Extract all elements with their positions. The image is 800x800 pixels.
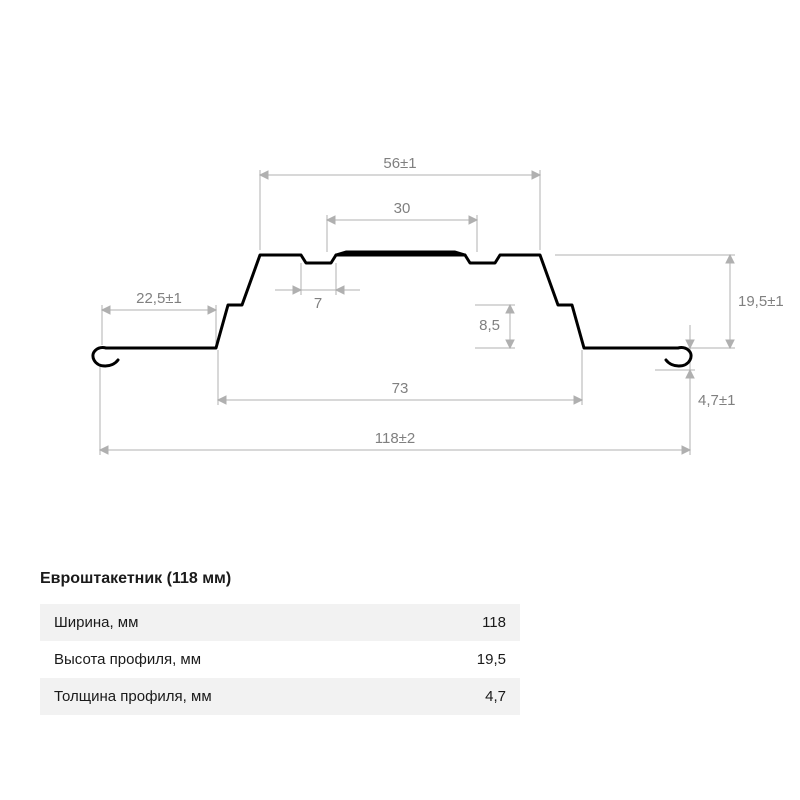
spec-row: Толщина профиля, мм 4,7: [40, 678, 520, 715]
spec-table: Евроштакетник (118 мм) Ширина, мм 118 Вы…: [40, 570, 520, 715]
dim-notch: 7: [314, 295, 322, 312]
dim-top-outer: 56±1: [383, 155, 416, 172]
spec-label: Высота профиля, мм: [54, 651, 201, 668]
spec-label: Ширина, мм: [54, 614, 138, 631]
spec-row: Ширина, мм 118: [40, 604, 520, 641]
dim-curl: 4,7±1: [698, 392, 735, 409]
profile-diagram: 56±1 30 7 22,5±1 19,5±1 8,5 73 118±2 4,7…: [0, 0, 800, 520]
dim-wing: 22,5±1: [136, 290, 182, 307]
dim-height-total: 19,5±1: [738, 293, 784, 310]
spec-value: 118: [482, 614, 506, 631]
spec-row: Высота профиля, мм 19,5: [40, 641, 520, 678]
profile-path: [93, 252, 691, 366]
dim-base-total: 118±2: [375, 430, 416, 447]
spec-title: Евроштакетник (118 мм): [40, 570, 520, 588]
spec-value: 4,7: [485, 688, 506, 705]
dim-base-inner: 73: [392, 380, 409, 397]
spec-value: 19,5: [477, 651, 506, 668]
dim-top-inner: 30: [394, 200, 411, 217]
dim-height-inner: 8,5: [479, 317, 500, 334]
spec-label: Толщина профиля, мм: [54, 688, 212, 705]
